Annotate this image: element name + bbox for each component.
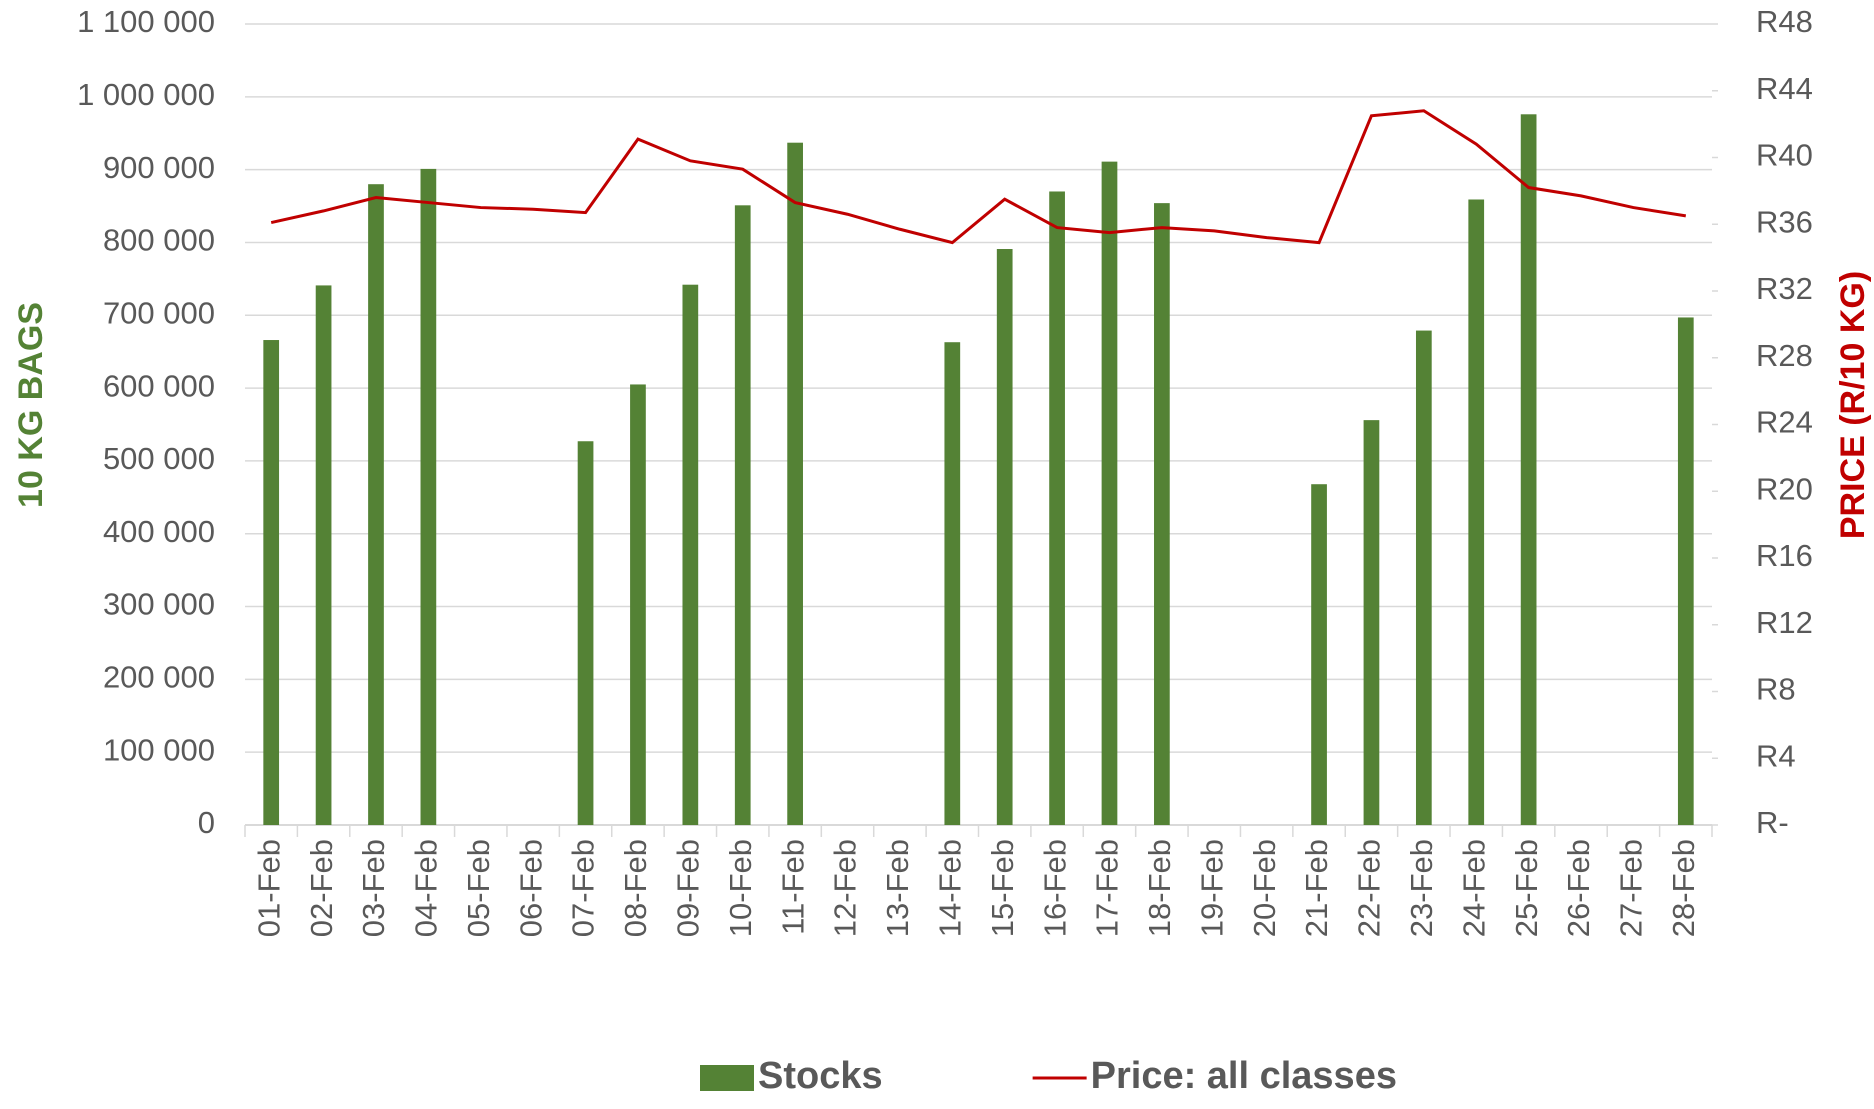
x-tick-label: 09-Feb (671, 839, 706, 937)
y-tick-label: 600 000 (103, 368, 215, 403)
x-tick-label: 23-Feb (1404, 839, 1439, 937)
x-tick-label: 21-Feb (1299, 839, 1334, 937)
bar (787, 142, 803, 826)
x-tick-label: 12-Feb (828, 839, 863, 937)
y-tick-label: 400 000 (103, 514, 215, 549)
legend-label: Price: all classes (1091, 1055, 1397, 1097)
bar (368, 184, 384, 825)
y2-tick-label: R20 (1756, 471, 1813, 506)
y2-tick-label: R28 (1756, 338, 1813, 373)
y2-tick-label: R- (1756, 805, 1789, 840)
y2-tick-label: R48 (1756, 4, 1813, 39)
bar (1049, 191, 1065, 825)
x-tick-label: 28-Feb (1666, 839, 1701, 937)
bar (1363, 420, 1380, 825)
x-tick-label: 02-Feb (304, 839, 339, 937)
legend-swatch (700, 1065, 754, 1091)
y-tick-label: 1 000 000 (77, 77, 215, 112)
x-tick-label: 17-Feb (1090, 839, 1125, 937)
y2-tick-label: R24 (1756, 405, 1813, 440)
bar (420, 168, 437, 825)
y-axis-title: 10 KG BAGS (12, 302, 50, 508)
x-tick-label: 18-Feb (1142, 839, 1177, 937)
x-tick-label: 16-Feb (1037, 839, 1072, 937)
y2-axis-title: PRICE (R/10 KG) (1834, 271, 1872, 539)
x-tick-label: 01-Feb (251, 839, 286, 937)
x-tick-label: 06-Feb (513, 839, 548, 937)
y2-tick-label: R8 (1756, 672, 1796, 707)
y2-tick-label: R44 (1756, 71, 1813, 106)
line (270, 109, 1687, 245)
bar (1101, 161, 1118, 826)
bar (315, 285, 332, 826)
y-tick-label: 1 100 000 (77, 4, 215, 39)
x-tick-label: 20-Feb (1247, 839, 1282, 937)
x-tick-label: 07-Feb (566, 839, 601, 937)
bar (1468, 199, 1485, 825)
y2-tick-label: R16 (1756, 538, 1813, 573)
y2-tick-label: R4 (1756, 738, 1796, 773)
bar (1415, 330, 1432, 825)
bar (1520, 114, 1537, 825)
x-tick-label: 08-Feb (618, 839, 653, 937)
bar (1154, 203, 1170, 826)
x-tick-label: 13-Feb (880, 839, 915, 937)
y-tick-label: 300 000 (103, 587, 215, 622)
bar (630, 384, 646, 825)
y-tick-label: 500 000 (103, 441, 215, 476)
x-tick-label: 04-Feb (409, 839, 444, 937)
bar (577, 441, 594, 825)
bar (996, 249, 1013, 825)
bar (944, 342, 961, 825)
x-tick-label: 25-Feb (1509, 839, 1544, 937)
y-tick-label: 800 000 (103, 223, 215, 258)
x-tick-label: 24-Feb (1456, 839, 1491, 937)
bar (1311, 484, 1327, 825)
y-tick-label: 100 000 (103, 732, 215, 767)
bar (1677, 317, 1694, 825)
y-tick-label: 0 (198, 805, 215, 840)
x-tick-label: 27-Feb (1614, 839, 1649, 937)
x-tick-label: 22-Feb (1352, 839, 1387, 937)
bar (263, 340, 280, 825)
y-tick-label: 200 000 (103, 660, 215, 695)
x-tick-label: 05-Feb (461, 839, 496, 937)
x-tick-label: 19-Feb (1194, 839, 1229, 937)
y2-tick-label: R40 (1756, 138, 1813, 173)
bar (682, 284, 699, 825)
x-tick-label: 10-Feb (723, 839, 758, 937)
y2-tick-label: R36 (1756, 204, 1813, 239)
y2-tick-label: R12 (1756, 605, 1813, 640)
legend-label: Stocks (758, 1055, 883, 1097)
x-tick-label: 14-Feb (932, 839, 967, 937)
x-tick-label: 03-Feb (356, 839, 391, 937)
bar (734, 205, 751, 826)
x-tick-label: 11-Feb (775, 839, 810, 935)
x-tick-label: 26-Feb (1561, 839, 1596, 937)
y-tick-label: 900 000 (103, 150, 215, 185)
y-tick-label: 700 000 (103, 295, 215, 330)
x-tick-label: 15-Feb (985, 839, 1020, 937)
y2-tick-label: R32 (1756, 271, 1813, 306)
